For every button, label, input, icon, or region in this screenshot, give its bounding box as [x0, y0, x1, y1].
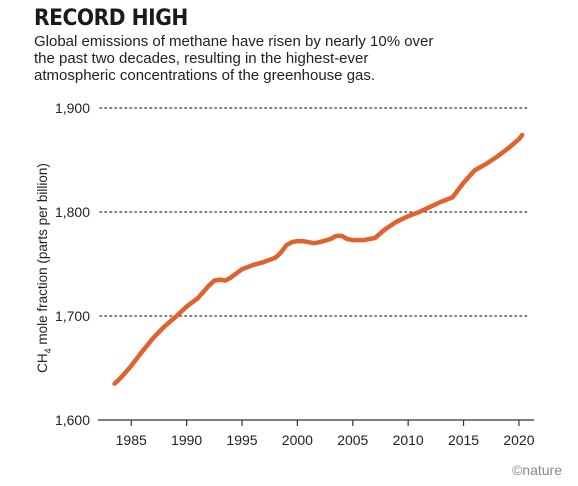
x-tick-label: 2010: [393, 432, 424, 448]
x-tick-label: 1985: [116, 432, 147, 448]
y-axis-label-prefix: CH: [35, 353, 50, 373]
y-tick-label: 1,800: [55, 204, 90, 220]
chart-subtitle: Global emissions of methane have risen b…: [34, 33, 434, 84]
data-series: [112, 132, 525, 386]
y-axis-label-subscript: 4: [43, 348, 53, 353]
y-tick-label: 1,700: [55, 308, 90, 324]
gridlines: [99, 107, 531, 317]
x-tick-label: 2000: [282, 432, 313, 448]
tick-labels: 1,600 1,700 1,800 1,900 1985 1990 1995 2000 2005…: [55, 100, 535, 448]
y-tick-label: 1,900: [55, 100, 90, 116]
x-tick-label: 1990: [171, 432, 202, 448]
x-tick-label: 1995: [226, 432, 257, 448]
x-tick-label: 2015: [448, 432, 479, 448]
y-tick-label: 1,600: [55, 412, 90, 428]
axes: [98, 419, 534, 426]
nature-credit: ©nature: [511, 462, 562, 478]
x-tick-label: 2020: [503, 432, 534, 448]
methane-series-line: [112, 132, 525, 386]
y-axis-label: CH4 mole fraction (parts per billion): [35, 163, 53, 373]
chart-title: RECORD HIGH: [34, 6, 188, 31]
y-axis-label-suffix: mole fraction (parts per billion): [35, 163, 50, 348]
x-tick-label: 2005: [337, 432, 368, 448]
